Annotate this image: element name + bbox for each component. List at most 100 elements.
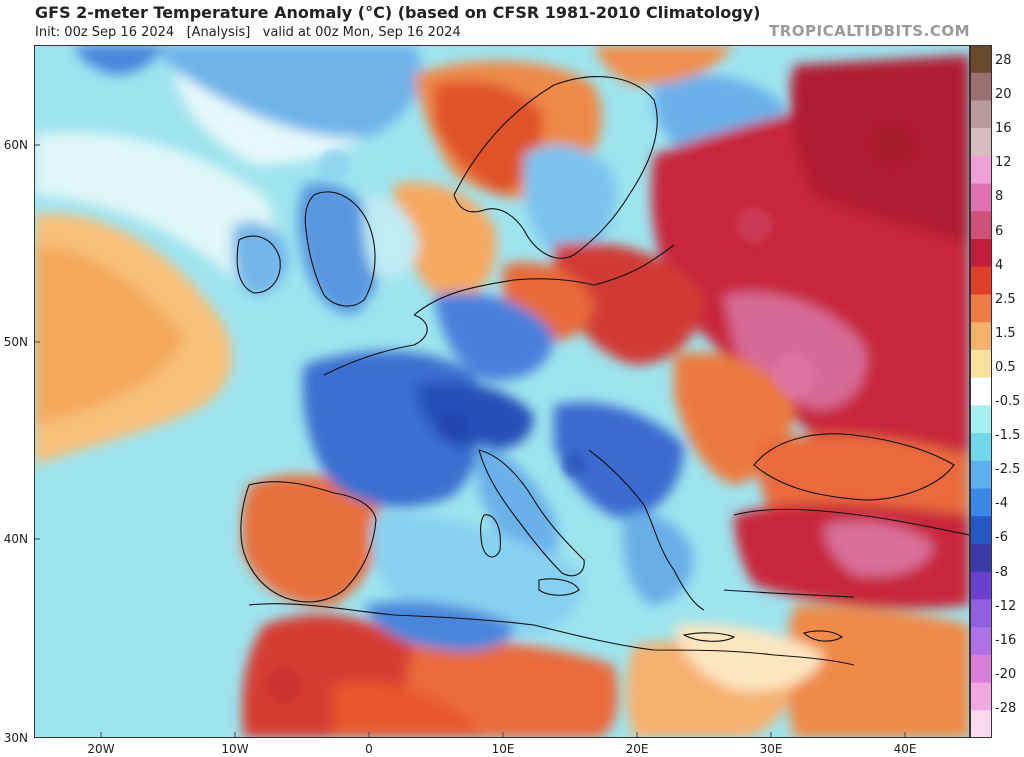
lon-label-10w: 10W — [221, 742, 249, 756]
north-africa-coastline — [248, 603, 855, 666]
turkey-coastline — [723, 508, 970, 598]
norway-hot — [434, 81, 544, 195]
ireland-cool — [232, 221, 289, 295]
sicily-coastline — [538, 578, 580, 596]
black-sea-coastline — [753, 433, 955, 501]
map-title: GFS 2-meter Temperature Anomaly (°C) (ba… — [35, 3, 761, 22]
colorbar-swatch — [970, 433, 992, 462]
colorbar-label: 20 — [995, 87, 1012, 103]
iberia-coastline — [240, 481, 377, 603]
colorbar-label: 8 — [995, 189, 1004, 205]
scandinavia-coastline — [453, 76, 658, 259]
colorbar-label: -2.5 — [995, 462, 1021, 478]
north-sea-warm — [394, 182, 497, 305]
colorbar-swatch — [970, 100, 992, 129]
colorbar-swatch — [970, 488, 992, 517]
levant-warm — [786, 605, 970, 738]
colorbar-swatch — [970, 599, 992, 628]
ireland-coastline — [236, 235, 281, 294]
colorbar-label: 4 — [995, 257, 1004, 273]
turkey-extreme — [824, 521, 934, 577]
colorbar-label: -16 — [995, 632, 1017, 648]
init-valid-line: Init: 00z Sep 16 2024 [Analysis] valid a… — [35, 25, 461, 40]
speckle — [874, 125, 914, 165]
balkans-cold — [554, 402, 684, 520]
benelux-germany-cool — [434, 292, 554, 381]
sardinia-coastline — [480, 514, 501, 558]
colorbar-swatch — [970, 460, 992, 490]
poland-hot — [554, 242, 704, 365]
colorbar-label: 12 — [995, 155, 1012, 171]
brand-watermark: TROPICALTIDBITS.COM — [769, 22, 970, 40]
colorbar-swatch — [970, 405, 992, 434]
colorbar-swatch — [970, 211, 992, 240]
anomaly-map — [34, 45, 970, 738]
lon-label-10e: 10E — [491, 742, 515, 756]
colorbar-swatch — [970, 349, 992, 379]
map-frame — [34, 45, 970, 738]
sahara-southwest-warm — [334, 682, 484, 738]
colorbar-swatch — [970, 516, 992, 545]
lat-label-60n: 60N — [3, 138, 28, 152]
colorbar-swatch — [970, 322, 992, 351]
speckle — [772, 353, 816, 397]
colorbar-label: 0.5 — [995, 359, 1016, 375]
cyprus-coastline — [802, 630, 843, 642]
colorbar-swatch — [970, 654, 992, 684]
colorbar-label: -1.5 — [995, 428, 1021, 444]
colorbar-label: -28 — [995, 700, 1017, 716]
north-sea-pale — [363, 195, 419, 279]
colorbar-label: -20 — [995, 666, 1017, 682]
colorbar-label: 6 — [995, 223, 1004, 239]
north-atlantic-cool — [154, 45, 422, 138]
colorbar-swatch — [970, 72, 992, 101]
sweden-cool — [524, 144, 617, 265]
britain-coastline — [304, 191, 376, 307]
colorbar-swatch — [970, 710, 992, 738]
colorbar-swatch — [970, 627, 992, 656]
arctic-east-warm — [594, 45, 734, 85]
colorbar-frame — [970, 45, 992, 738]
greece-cool — [622, 512, 694, 605]
colorbar-label: 1.5 — [995, 325, 1016, 341]
balkans-coastline — [588, 449, 705, 611]
speckle — [440, 411, 468, 439]
colorbar-label: -12 — [995, 598, 1017, 614]
ukraine-extreme — [724, 292, 867, 410]
colorbar-swatch — [970, 266, 992, 295]
lon-label-30e: 30E — [759, 742, 783, 756]
colorbar-label: -0.5 — [995, 394, 1021, 409]
italy-coastline — [478, 449, 585, 577]
colorbar — [970, 45, 992, 738]
colorbar-swatch — [970, 45, 992, 74]
britain-cool — [297, 182, 383, 315]
colorbar-swatch — [970, 377, 992, 406]
colorbar-swatch — [970, 682, 992, 711]
lat-label-50n: 50N — [3, 335, 28, 349]
colorbar-label: -4 — [995, 496, 1008, 512]
colorbar-swatch — [970, 155, 992, 185]
colorbar-label: 2.5 — [995, 291, 1016, 307]
speckle — [736, 207, 772, 243]
colorbar-swatch — [970, 571, 992, 600]
lat-label-40n: 40N — [3, 532, 28, 546]
crete-coastline — [682, 632, 736, 642]
colorbar-swatch — [970, 128, 992, 157]
atlantic-warm-core — [34, 245, 184, 425]
lon-label-20e: 20E — [625, 742, 649, 756]
colorbar-swatch — [970, 239, 992, 268]
speckle — [318, 149, 350, 181]
colorbar-swatch — [970, 294, 992, 323]
lon-label-20w: 20W — [87, 742, 115, 756]
colorbar-label: 28 — [995, 53, 1012, 68]
colorbar-label: 16 — [995, 121, 1012, 137]
europe-mainland-coastline — [323, 244, 675, 376]
atlantic-pale-band — [34, 132, 275, 285]
lat-label-30n: 30N — [3, 731, 28, 745]
lon-label-40e: 40E — [893, 742, 917, 756]
colorbar-swatch — [970, 543, 992, 573]
algeria-coast-cold — [364, 601, 514, 652]
colorbar-swatch — [970, 183, 992, 212]
speckle — [266, 667, 302, 703]
lon-label-0: 0 — [365, 742, 373, 756]
